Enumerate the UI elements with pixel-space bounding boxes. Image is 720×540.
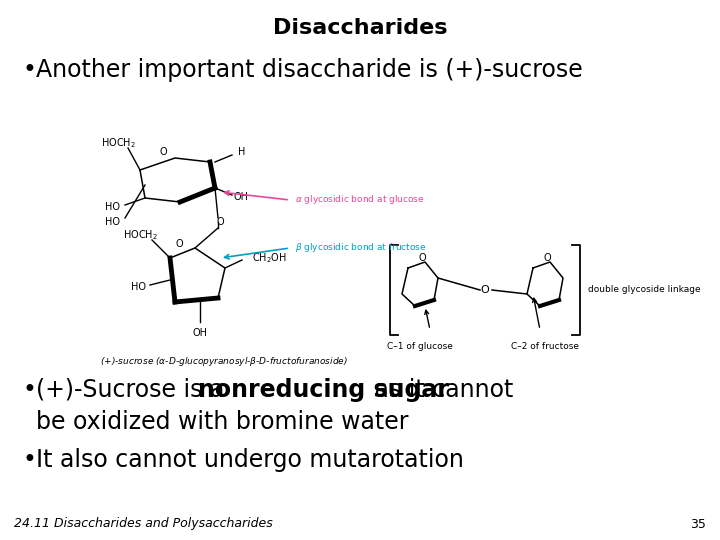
Text: •: •	[22, 378, 36, 402]
Text: HO: HO	[106, 217, 120, 227]
Text: OH: OH	[234, 192, 249, 202]
Text: $\beta$ glycosidic bond at fructose: $\beta$ glycosidic bond at fructose	[295, 241, 426, 254]
Text: (+)-Sucrose is a: (+)-Sucrose is a	[36, 378, 232, 402]
Text: Disaccharides: Disaccharides	[273, 18, 447, 38]
Text: It also cannot undergo mutarotation: It also cannot undergo mutarotation	[36, 448, 464, 472]
Text: $\alpha$ glycosidic bond at glucose: $\alpha$ glycosidic bond at glucose	[295, 193, 425, 206]
Text: 35: 35	[690, 517, 706, 530]
Text: be oxidized with bromine water: be oxidized with bromine water	[36, 410, 408, 434]
Text: (+)-sucrose ($\alpha$-D-glucopyranosyl-$\mathit{\beta}$-D-fructofuranoside): (+)-sucrose ($\alpha$-D-glucopyranosyl-$…	[100, 355, 348, 368]
Text: HOCH$_2$: HOCH$_2$	[122, 228, 158, 242]
Text: OH: OH	[192, 328, 207, 338]
Text: H: H	[238, 147, 246, 157]
Text: O: O	[159, 147, 167, 157]
Text: O: O	[481, 285, 490, 295]
Text: •: •	[22, 448, 36, 472]
Text: double glycoside linkage: double glycoside linkage	[588, 286, 701, 294]
Text: nonreducing sugar: nonreducing sugar	[197, 378, 449, 402]
Text: HOCH$_2$: HOCH$_2$	[101, 136, 135, 150]
Text: Another important disaccharide is (+)-sucrose: Another important disaccharide is (+)-su…	[36, 58, 582, 82]
Text: HO: HO	[130, 282, 145, 292]
Text: CH$_2$OH: CH$_2$OH	[252, 251, 287, 265]
Text: HO: HO	[106, 202, 120, 212]
Text: C–2 of fructose: C–2 of fructose	[511, 342, 579, 351]
Text: O: O	[543, 253, 551, 263]
Text: 24.11 Disaccharides and Polysaccharides: 24.11 Disaccharides and Polysaccharides	[14, 517, 273, 530]
Text: O: O	[216, 217, 224, 227]
Text: as it cannot: as it cannot	[367, 378, 513, 402]
Text: O: O	[418, 253, 426, 263]
Text: C–1 of glucose: C–1 of glucose	[387, 342, 453, 351]
Text: O: O	[175, 239, 183, 249]
Text: •: •	[22, 58, 36, 82]
